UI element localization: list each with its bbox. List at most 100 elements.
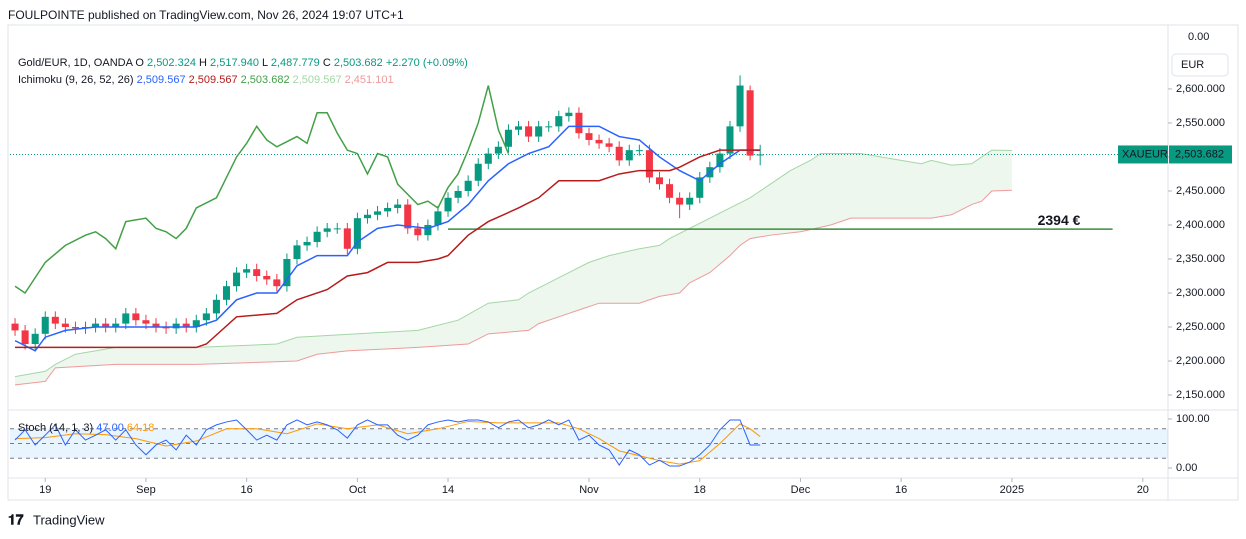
publisher: FOULPOINTE published on TradingView.com,… xyxy=(8,8,404,22)
candle-body xyxy=(61,323,69,328)
candle-body xyxy=(696,177,704,198)
candle-body xyxy=(21,330,29,345)
y-tick-label: 2,450.000 xyxy=(1176,185,1225,197)
candle-body xyxy=(655,177,664,185)
candle-body xyxy=(535,126,543,137)
y-tick-label: 2,600.000 xyxy=(1176,83,1225,95)
candle-body xyxy=(464,180,472,191)
candle-body xyxy=(484,153,492,164)
ohlc-key: O xyxy=(135,57,144,69)
candle-body xyxy=(333,228,341,230)
candle-body xyxy=(605,143,613,147)
symbol-badge xyxy=(1118,145,1168,164)
y-tick-label: 2,250.000 xyxy=(1176,321,1225,333)
change: +2.270 (+0.09%) xyxy=(386,57,468,69)
candle-body xyxy=(41,316,49,334)
candle-body xyxy=(182,323,190,328)
candle-body xyxy=(615,146,623,161)
candle-body xyxy=(293,245,301,259)
legend: Ichimoku (9, 26, 52, 26) 2,509.567 2,509… xyxy=(18,74,394,86)
x-tick-label: Dec xyxy=(791,484,811,496)
base-line xyxy=(15,149,761,349)
indicator-value: 2,509.567 xyxy=(189,74,238,86)
currency[interactable]: EUR xyxy=(1181,59,1204,71)
top-label: 0.00 xyxy=(1188,31,1209,43)
candle-body xyxy=(716,153,724,168)
brand: TradingView xyxy=(33,512,105,527)
conversion-line xyxy=(14,125,761,352)
candle-body xyxy=(263,275,271,280)
candle-body xyxy=(233,272,241,287)
candle-body xyxy=(363,214,371,219)
indicator-value: 2,503.682 xyxy=(241,74,290,86)
candle-body xyxy=(202,313,210,321)
candle-body xyxy=(283,258,291,287)
x-tick-label: Sep xyxy=(136,484,156,496)
candle-body xyxy=(504,129,512,147)
candle-body xyxy=(384,207,392,212)
candle-body xyxy=(51,316,59,324)
legend: Gold/EUR, 1D, OANDA O 2,502.324 H 2,517.… xyxy=(18,57,468,69)
lagging-line xyxy=(14,85,510,295)
price-badge xyxy=(1169,145,1232,164)
candle-body xyxy=(31,333,39,345)
x-tick-label: Nov xyxy=(579,484,599,496)
candle-body xyxy=(243,269,251,273)
ichimoku-cloud xyxy=(15,150,1012,385)
stoch-k xyxy=(14,419,761,467)
candle-body xyxy=(756,154,764,156)
x-tick-label: Oct xyxy=(349,484,366,496)
candle-body xyxy=(474,163,482,181)
span-a-line xyxy=(14,149,1012,378)
candle-body xyxy=(595,139,603,144)
ohlc-key: C xyxy=(323,57,331,69)
x-tick-label: 2025 xyxy=(1000,484,1024,496)
x-tick-label: 18 xyxy=(694,484,706,496)
candle-body xyxy=(635,150,643,152)
currency-button[interactable] xyxy=(1171,53,1229,77)
candle-body xyxy=(565,112,573,117)
svg-text:𝟏𝟕: 𝟏𝟕 xyxy=(8,512,24,528)
indicator-value: 2,451.101 xyxy=(345,74,394,86)
ohlc-key: L xyxy=(262,57,268,69)
candle-body xyxy=(71,327,79,329)
indicator-value: 2,509.567 xyxy=(293,74,342,86)
x-tick-label: 14 xyxy=(442,484,454,496)
candle-body xyxy=(545,126,553,128)
stoch-d-value: 64.18 xyxy=(127,422,155,434)
indicator-value: 2,509.567 xyxy=(137,74,186,86)
candle-body xyxy=(726,126,734,154)
y-tick-label: 2,300.000 xyxy=(1176,287,1225,299)
candle-body xyxy=(343,228,351,249)
candle-body xyxy=(394,204,402,208)
x-tick-label: 16 xyxy=(895,484,907,496)
brand-logo: 𝟏𝟕 xyxy=(8,512,24,528)
symbol-title: Gold/EUR, 1D, OANDA xyxy=(18,57,134,69)
stoch-d xyxy=(15,420,761,465)
ohlc-value: 2,503.682 xyxy=(334,57,383,69)
candle-body xyxy=(92,323,100,328)
candle-body xyxy=(676,197,684,205)
y-tick-label: 2,400.000 xyxy=(1176,219,1225,231)
candle-body xyxy=(222,286,231,300)
candle-body xyxy=(132,313,140,321)
stoch-k-value: 47.00 xyxy=(96,422,124,434)
candle-body xyxy=(454,190,462,198)
candle-body xyxy=(353,218,361,249)
candle-body xyxy=(313,231,321,242)
candle-body xyxy=(434,211,442,225)
candle-body xyxy=(736,85,744,127)
candle-body xyxy=(303,241,311,246)
candle-body xyxy=(414,228,422,236)
candle-body xyxy=(323,228,331,232)
candle-body xyxy=(122,313,130,324)
candle-body xyxy=(525,126,533,137)
stoch-title: Stoch (14, 1, 3) xyxy=(18,422,93,434)
price-label: 2,503.682 xyxy=(1175,148,1224,160)
y-tick-label: 2,550.000 xyxy=(1176,117,1225,129)
stoch-legend: Stoch (14, 1, 3) 47.00 64.18 xyxy=(18,422,154,434)
indicator-title: Ichimoku (9, 26, 52, 26) xyxy=(18,74,134,86)
candle-body xyxy=(575,112,583,134)
